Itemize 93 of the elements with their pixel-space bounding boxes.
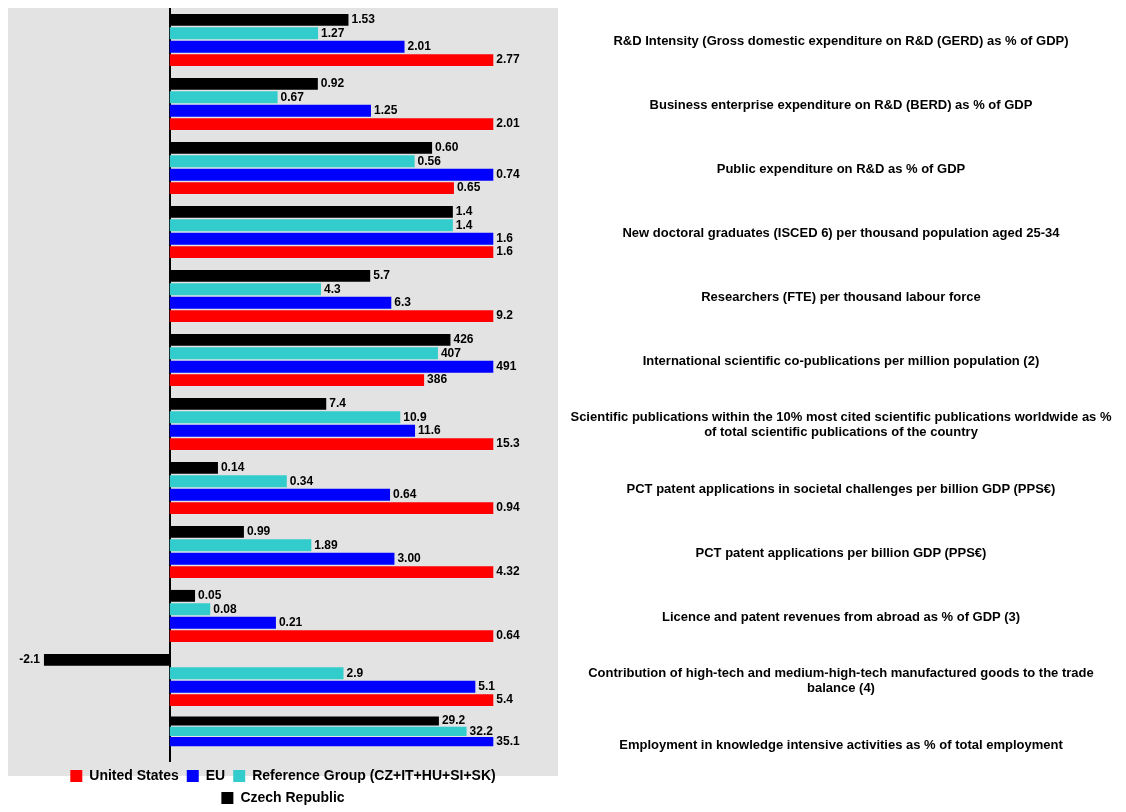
bar — [169, 630, 494, 643]
data-label: 5.7 — [373, 268, 391, 283]
y-tick-label: International scientific co-publications per million population (2) — [642, 352, 1040, 368]
y-tick-label: New doctoral graduates (ISCED 6) per thousand population aged 25-34 — [622, 224, 1060, 240]
bar — [169, 438, 494, 451]
data-label: 426 — [453, 332, 474, 347]
bar — [169, 40, 405, 53]
bar — [169, 168, 494, 181]
data-label: 491 — [496, 359, 517, 374]
bar — [169, 488, 391, 501]
bar — [169, 552, 395, 565]
data-label: 2.01 — [407, 39, 432, 54]
y-tick-label: PCT patent applications in societal challenges per billion GDP (PPS€) — [626, 480, 1056, 496]
data-label: 35.1 — [496, 733, 520, 748]
data-label: 2.9 — [346, 665, 364, 680]
data-label: 0.94 — [496, 500, 520, 515]
bar — [169, 667, 344, 680]
data-label: 2.77 — [496, 52, 520, 67]
y-tick-label: Researchers (FTE) per thousand labour force — [701, 288, 981, 304]
bar — [169, 616, 276, 629]
y-tick-label: Employment in knowledge intensive activities as % of total employment — [619, 736, 1063, 752]
data-label: 0.64 — [496, 628, 520, 643]
legend-label: EU — [205, 766, 226, 783]
data-label: 29.2 — [441, 713, 466, 728]
bar — [169, 310, 494, 323]
bar — [169, 566, 494, 579]
bar — [169, 694, 494, 707]
data-label: 6.3 — [394, 295, 412, 310]
data-label: 0.60 — [435, 140, 459, 155]
bar — [169, 347, 438, 360]
bar — [169, 91, 278, 104]
data-label: 11.6 — [418, 423, 442, 438]
data-label: 1.53 — [351, 12, 376, 27]
data-label: 386 — [427, 372, 448, 387]
bar — [169, 411, 401, 424]
data-label: 0.21 — [278, 615, 303, 630]
bar — [169, 502, 494, 515]
bar — [169, 182, 454, 195]
data-label: 0.64 — [393, 487, 417, 502]
bar — [169, 475, 287, 488]
data-label: 0.65 — [456, 180, 481, 195]
bar — [169, 118, 494, 131]
bar — [169, 603, 211, 616]
data-label: -2.1 — [19, 652, 41, 667]
data-label: 1.6 — [496, 244, 514, 259]
data-label: 1.27 — [321, 25, 345, 40]
data-label: 0.67 — [280, 89, 305, 104]
data-label: 0.08 — [213, 601, 237, 616]
data-label: 407 — [440, 345, 462, 360]
legend-label: Czech Republic — [240, 788, 345, 805]
data-label: 0.34 — [289, 473, 314, 488]
y-tick-label: PCT patent applications per billion GDP (PPS€) — [695, 544, 987, 560]
data-label: 0.14 — [220, 460, 245, 475]
data-label: 0.92 — [320, 76, 345, 91]
data-label: 1.4 — [455, 204, 473, 219]
data-label: 0.56 — [417, 153, 442, 168]
bar — [169, 104, 371, 117]
y-tick-label: R&D Intensity (Gross domestic expenditure on R&D (GERD) as % of GDP) — [613, 32, 1069, 48]
bar — [169, 424, 416, 437]
bar — [169, 360, 494, 373]
data-label: 4.32 — [496, 564, 520, 579]
data-label: 3.00 — [397, 551, 422, 566]
bar — [169, 283, 321, 296]
bar — [169, 155, 415, 168]
bar — [169, 539, 312, 552]
bar — [169, 680, 476, 693]
data-label: 5.1 — [478, 679, 496, 694]
data-label: 0.74 — [496, 167, 520, 182]
legend-label: United States — [89, 766, 179, 783]
bar — [169, 27, 319, 40]
y-tick-label: Business enterprise expenditure on R&D (BERD) as % of GDP — [649, 96, 1033, 112]
data-label: 1.25 — [373, 103, 398, 118]
data-label: 10.9 — [403, 409, 427, 424]
data-label: 2.01 — [496, 116, 520, 131]
data-label: 1.4 — [455, 217, 473, 232]
data-label: 5.4 — [496, 692, 514, 707]
bar — [169, 374, 425, 387]
data-label: 9.2 — [496, 308, 514, 323]
data-label: 0.05 — [198, 588, 222, 603]
data-label: 15.3 — [496, 436, 520, 451]
y-tick-label: Public expenditure on R&D as % of GDP — [716, 160, 966, 176]
bar — [169, 296, 392, 309]
data-label: 1.89 — [314, 537, 338, 552]
data-label: 4.3 — [323, 281, 341, 296]
y-tick-label: Scientific publications within the 10% most cited scientific publications worldwide as % of total scientific publications of the country — [569, 409, 1113, 439]
y-tick-label: Contribution of high-tech and medium-high-tech manufactured goods to the trade balance (4) — [587, 665, 1095, 695]
data-label: 1.6 — [496, 231, 514, 246]
bar — [169, 54, 494, 67]
y-tick-label: Licence and patent revenues from abroad as % of GDP (3) — [661, 608, 1021, 624]
data-label: 7.4 — [329, 396, 347, 411]
legend-label: Reference Group (CZ+IT+HU+SI+SK) — [252, 766, 496, 783]
data-label: 0.99 — [246, 524, 271, 539]
data-label: 32.2 — [469, 723, 494, 738]
